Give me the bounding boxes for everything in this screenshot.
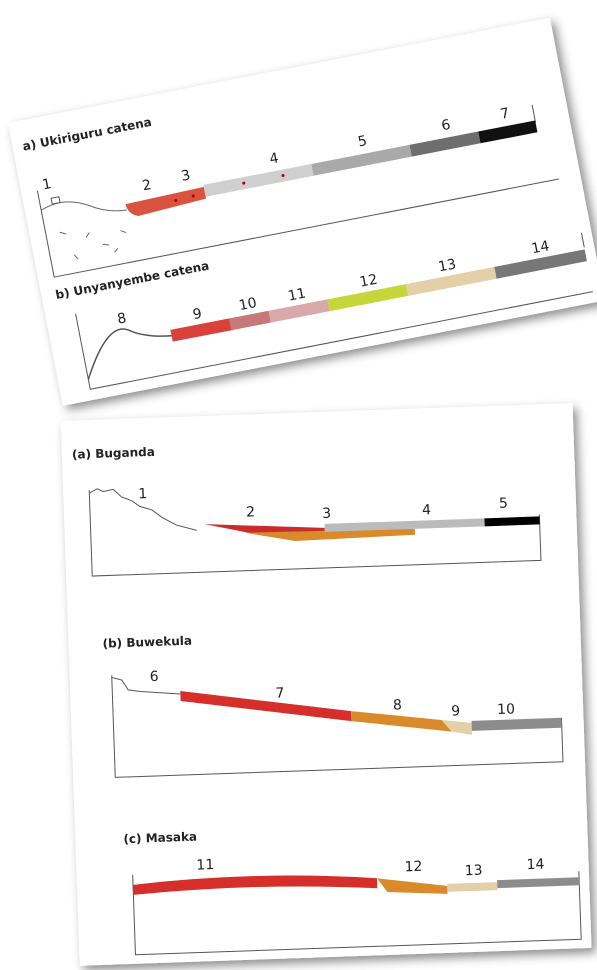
label: 1 bbox=[138, 486, 147, 502]
panel-title: (c) Masaka bbox=[123, 830, 197, 847]
label: 11 bbox=[287, 286, 308, 305]
label: 5 bbox=[499, 496, 508, 512]
card-top: a) Ukiriguru catena 1 2 3 4 5 6 7 b) Uny… bbox=[8, 18, 597, 406]
card-bottom: (a) Buganda 1 2 3 4 5 (b) Buwekula 6 7 8… bbox=[61, 403, 592, 966]
label: 6 bbox=[150, 669, 160, 685]
label: 3 bbox=[322, 506, 331, 522]
label: 12 bbox=[404, 859, 422, 876]
label: 8 bbox=[393, 697, 402, 713]
label: 10 bbox=[238, 295, 259, 314]
panel-title: (a) Buganda bbox=[72, 445, 155, 462]
label: 4 bbox=[422, 502, 432, 518]
label: 9 bbox=[451, 703, 460, 719]
label: 10 bbox=[497, 701, 515, 718]
label: 13 bbox=[464, 863, 482, 880]
label: 12 bbox=[358, 272, 379, 291]
label: 14 bbox=[526, 856, 544, 873]
label: 11 bbox=[196, 857, 214, 874]
label: 7 bbox=[275, 685, 284, 701]
label: 14 bbox=[530, 238, 551, 257]
page: a) Ukiriguru catena 1 2 3 4 5 6 7 b) Uny… bbox=[0, 0, 597, 970]
label: 2 bbox=[246, 504, 255, 520]
label: 13 bbox=[437, 256, 458, 275]
